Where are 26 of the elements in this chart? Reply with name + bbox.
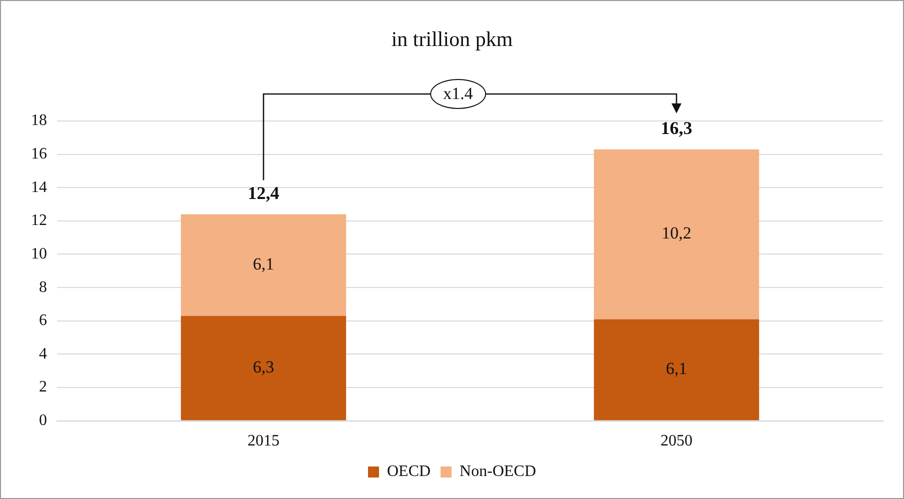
- x-tick-label: 2015: [248, 432, 280, 450]
- data-label: 6,3: [252, 358, 274, 377]
- bar: [180, 214, 346, 316]
- bar: [180, 316, 346, 420]
- total-label: 16,3: [660, 118, 692, 138]
- legend-label: OECD: [387, 463, 431, 480]
- data-label: 6,1: [252, 254, 274, 274]
- y-tick-label: 0: [39, 412, 47, 430]
- total-label: 12,4: [248, 182, 280, 203]
- y-tick-label: 8: [39, 278, 47, 296]
- y-tick-label: 10: [31, 245, 47, 262]
- data-label: 6,1: [666, 359, 688, 378]
- y-tick-label: 14: [31, 178, 47, 196]
- y-tick-label: 16: [31, 146, 47, 163]
- x-tick-label: 2050: [660, 432, 692, 450]
- y-tick-label: 18: [31, 112, 47, 130]
- bar: [594, 149, 760, 320]
- data-label: 10,2: [662, 224, 692, 243]
- chart-title: in trillion pkm: [390, 27, 514, 52]
- y-tick-label: 2: [39, 378, 47, 396]
- legend-label: Non-OECD: [460, 463, 536, 480]
- text: x1.4: [430, 79, 486, 109]
- y-tick-label: 12: [31, 212, 47, 230]
- bar: [594, 319, 760, 420]
- y-tick-label: 4: [39, 345, 47, 362]
- y-tick-label: 6: [39, 312, 47, 330]
